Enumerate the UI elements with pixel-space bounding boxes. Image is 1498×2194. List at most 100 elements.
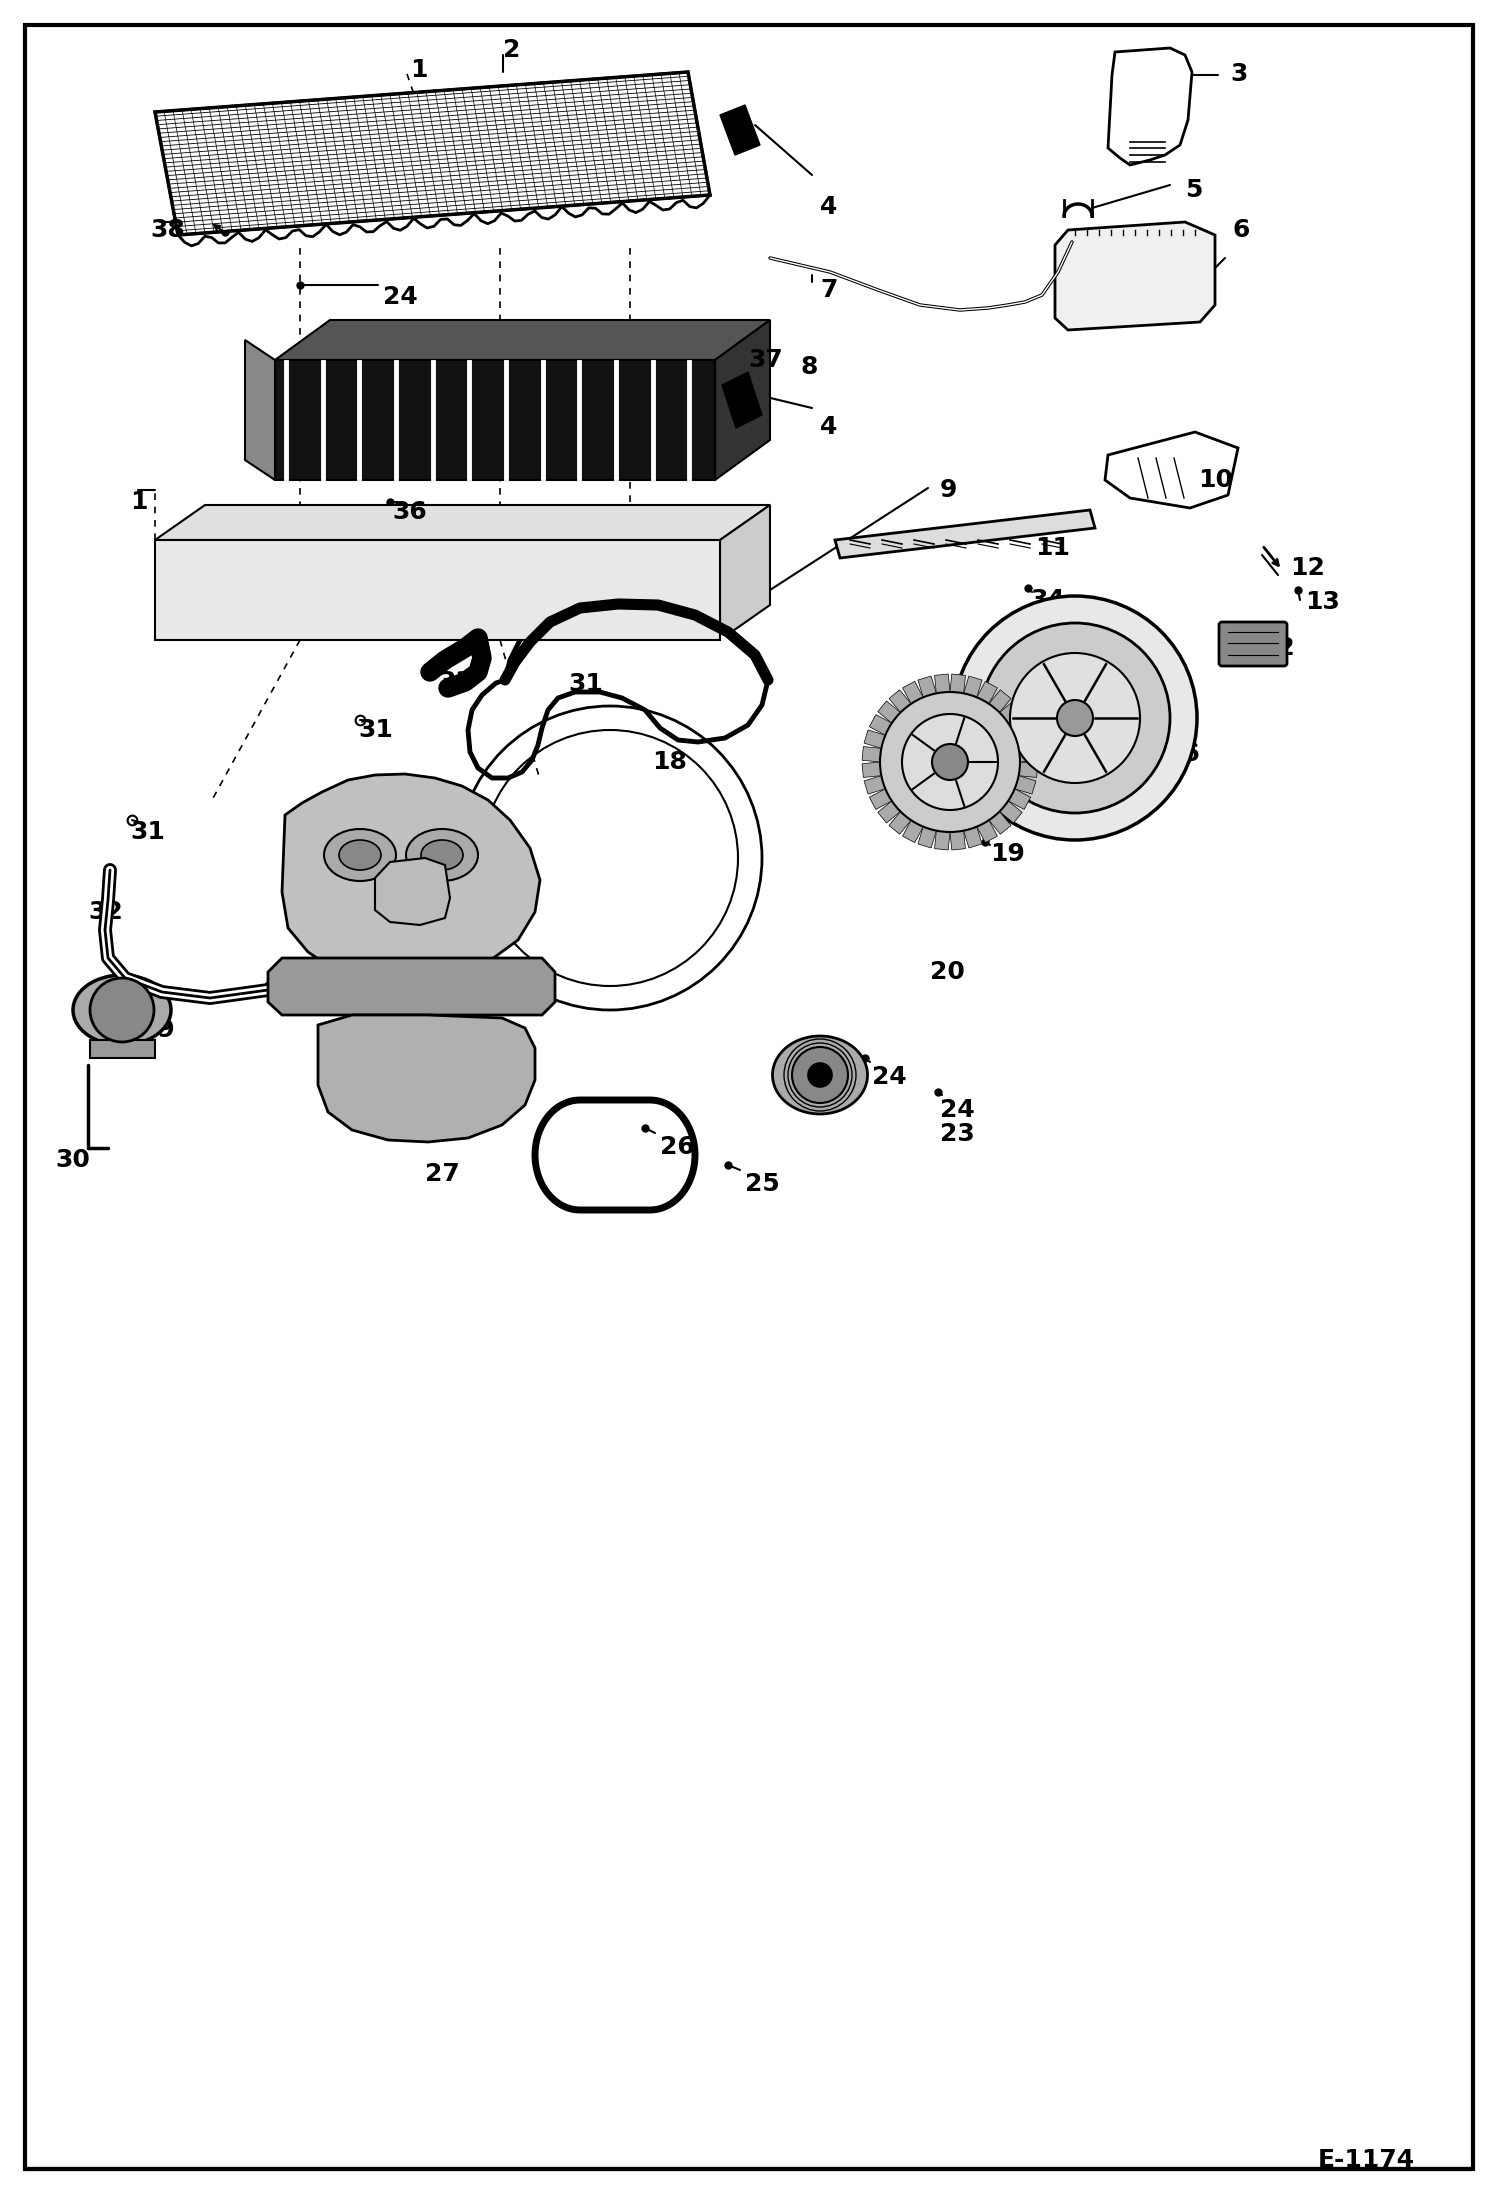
Text: 33: 33 <box>437 669 473 693</box>
Text: 37: 37 <box>748 349 783 373</box>
Polygon shape <box>999 702 1022 724</box>
Text: 34: 34 <box>1031 588 1065 612</box>
Polygon shape <box>1055 222 1215 329</box>
Polygon shape <box>154 505 770 540</box>
Text: 20: 20 <box>930 961 965 983</box>
FancyBboxPatch shape <box>1219 623 1287 667</box>
Text: 31: 31 <box>568 671 602 695</box>
Text: 1: 1 <box>130 489 147 513</box>
Text: 3: 3 <box>1230 61 1248 86</box>
Circle shape <box>807 1064 831 1086</box>
Ellipse shape <box>406 829 478 882</box>
Circle shape <box>980 623 1170 814</box>
Polygon shape <box>861 746 881 761</box>
Text: 26: 26 <box>661 1134 695 1158</box>
Polygon shape <box>1106 432 1237 509</box>
Polygon shape <box>963 827 983 847</box>
Polygon shape <box>989 689 1011 713</box>
Polygon shape <box>950 674 965 693</box>
Polygon shape <box>1019 761 1038 777</box>
Polygon shape <box>878 702 900 724</box>
Text: 1: 1 <box>410 57 427 81</box>
Circle shape <box>1010 654 1140 783</box>
Text: 38: 38 <box>150 217 184 241</box>
Circle shape <box>953 597 1197 840</box>
Polygon shape <box>903 682 923 704</box>
Polygon shape <box>318 1016 535 1143</box>
Polygon shape <box>903 821 923 842</box>
Text: 30: 30 <box>55 1147 90 1172</box>
Ellipse shape <box>773 1036 867 1115</box>
Polygon shape <box>888 689 911 713</box>
Polygon shape <box>1008 790 1031 810</box>
Polygon shape <box>989 812 1011 834</box>
Polygon shape <box>715 320 770 480</box>
Polygon shape <box>268 959 554 1016</box>
Text: 22: 22 <box>1260 636 1294 660</box>
Polygon shape <box>374 858 449 926</box>
Bar <box>90 1040 154 1058</box>
Text: 39: 39 <box>894 753 930 777</box>
Text: 15: 15 <box>1068 689 1103 713</box>
Polygon shape <box>869 715 891 735</box>
Circle shape <box>902 713 998 810</box>
Text: 10: 10 <box>1198 467 1233 491</box>
Text: 7: 7 <box>819 279 837 303</box>
Polygon shape <box>1109 48 1192 165</box>
Polygon shape <box>1008 715 1031 735</box>
Polygon shape <box>977 821 998 842</box>
Polygon shape <box>918 827 936 847</box>
Ellipse shape <box>324 829 395 882</box>
Text: 14: 14 <box>1082 623 1118 645</box>
Text: 8: 8 <box>800 355 818 380</box>
Polygon shape <box>977 682 998 704</box>
Text: 28: 28 <box>410 1062 445 1086</box>
Polygon shape <box>1014 731 1037 748</box>
Text: 19: 19 <box>990 842 1025 867</box>
Text: 4: 4 <box>819 195 837 219</box>
Circle shape <box>879 691 1020 832</box>
Text: 6: 6 <box>1231 217 1249 241</box>
Text: 12: 12 <box>1290 555 1324 579</box>
Text: 31: 31 <box>130 821 165 845</box>
Polygon shape <box>721 105 759 156</box>
Text: 23: 23 <box>941 1121 975 1145</box>
Polygon shape <box>1019 746 1038 761</box>
Text: 11: 11 <box>1035 535 1070 559</box>
Text: 16: 16 <box>1165 742 1200 766</box>
Polygon shape <box>467 601 768 779</box>
Text: 27: 27 <box>425 1163 460 1187</box>
Text: 13: 13 <box>1305 590 1339 614</box>
Bar <box>276 360 715 480</box>
Ellipse shape <box>421 840 463 871</box>
Text: 40: 40 <box>455 840 490 864</box>
Polygon shape <box>999 801 1022 823</box>
Polygon shape <box>722 373 762 428</box>
Text: 2: 2 <box>503 37 520 61</box>
Text: 4: 4 <box>819 415 837 439</box>
Text: 31: 31 <box>358 717 392 742</box>
Polygon shape <box>861 761 881 777</box>
Circle shape <box>1058 700 1094 735</box>
Text: 9: 9 <box>941 478 957 502</box>
Circle shape <box>792 1047 848 1104</box>
Polygon shape <box>721 505 770 641</box>
Polygon shape <box>918 676 936 698</box>
Text: 31: 31 <box>358 840 392 864</box>
Polygon shape <box>864 731 885 748</box>
Text: 35: 35 <box>1013 715 1047 739</box>
Polygon shape <box>950 832 965 849</box>
Polygon shape <box>869 790 891 810</box>
Text: 36: 36 <box>392 500 427 524</box>
Polygon shape <box>154 72 710 235</box>
Bar <box>154 540 721 641</box>
Polygon shape <box>864 777 885 794</box>
Text: 32: 32 <box>88 900 123 924</box>
Polygon shape <box>1014 777 1037 794</box>
Circle shape <box>932 744 968 781</box>
Polygon shape <box>888 812 911 834</box>
Text: 21: 21 <box>945 735 980 759</box>
Polygon shape <box>282 774 539 985</box>
Polygon shape <box>935 832 950 849</box>
Text: 24: 24 <box>383 285 418 309</box>
